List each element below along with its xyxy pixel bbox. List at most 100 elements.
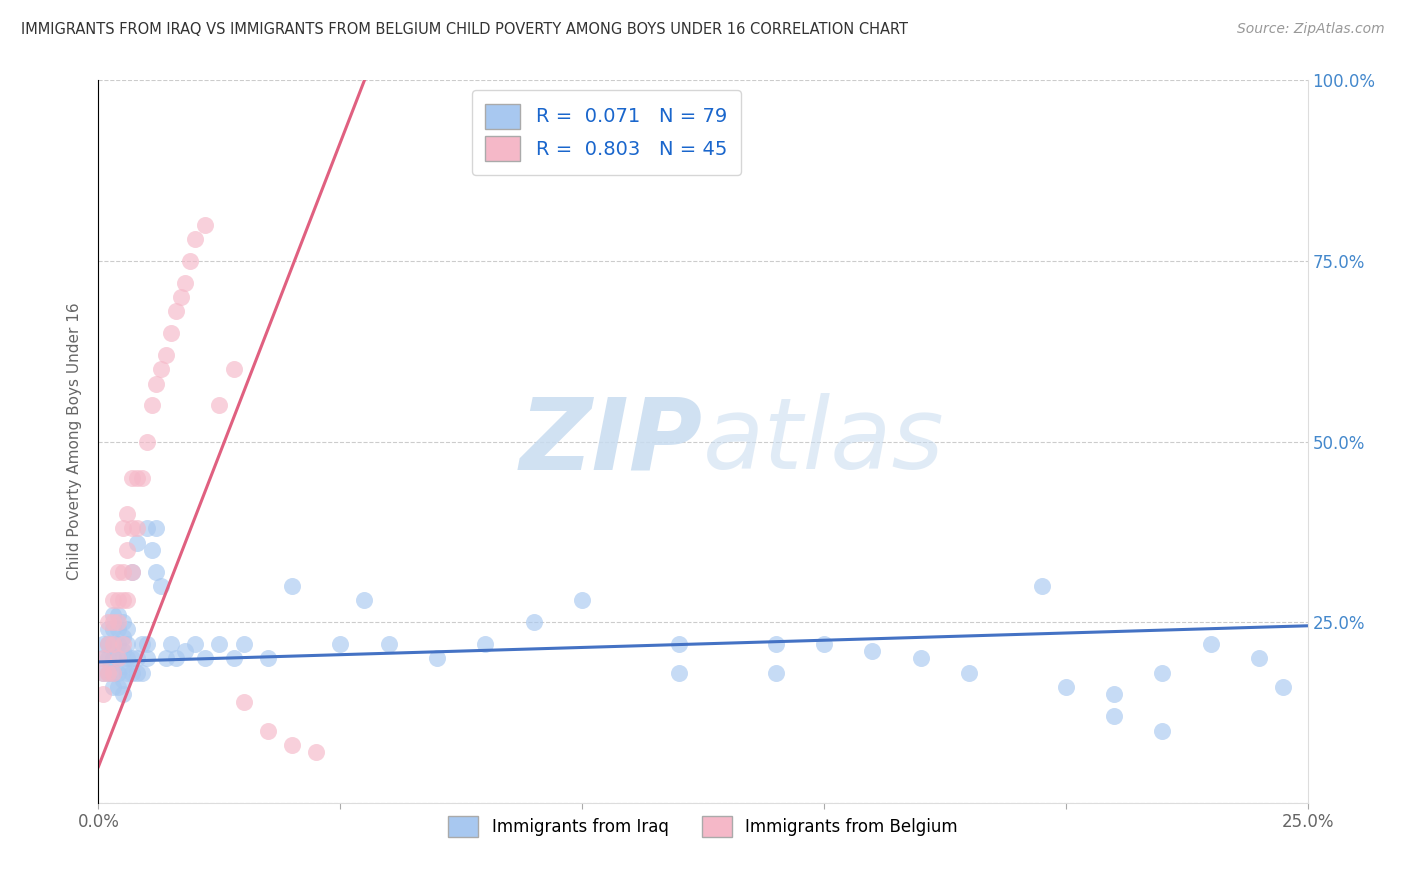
- Point: [91, 665, 114, 680]
- Point: [135, 521, 157, 535]
- Point: [97, 623, 120, 637]
- Point: [101, 593, 124, 607]
- Point: [145, 521, 167, 535]
- Point: [765, 637, 787, 651]
- Point: [910, 651, 932, 665]
- Point: [121, 665, 143, 680]
- Point: [117, 665, 139, 680]
- Point: [150, 579, 173, 593]
- Point: [117, 507, 139, 521]
- Point: [91, 637, 114, 651]
- Point: [179, 253, 201, 268]
- Point: [101, 665, 124, 680]
- Point: [232, 637, 254, 651]
- Point: [208, 637, 231, 651]
- Point: [111, 658, 134, 673]
- Point: [165, 304, 187, 318]
- Point: [97, 651, 120, 665]
- Point: [111, 521, 134, 535]
- Point: [107, 680, 129, 694]
- Point: [111, 630, 134, 644]
- Point: [97, 615, 120, 630]
- Point: [91, 651, 114, 665]
- Y-axis label: Child Poverty Among Boys Under 16: Child Poverty Among Boys Under 16: [67, 302, 83, 581]
- Point: [127, 665, 149, 680]
- Point: [111, 593, 134, 607]
- Point: [1249, 651, 1271, 665]
- Point: [117, 542, 139, 557]
- Point: [523, 615, 546, 630]
- Point: [131, 637, 153, 651]
- Point: [165, 651, 187, 665]
- Point: [281, 738, 304, 752]
- Text: ZIP: ZIP: [520, 393, 703, 490]
- Point: [329, 637, 352, 651]
- Point: [111, 673, 134, 687]
- Point: [353, 593, 375, 607]
- Point: [97, 665, 120, 680]
- Point: [127, 535, 149, 549]
- Text: IMMIGRANTS FROM IRAQ VS IMMIGRANTS FROM BELGIUM CHILD POVERTY AMONG BOYS UNDER 1: IMMIGRANTS FROM IRAQ VS IMMIGRANTS FROM …: [21, 22, 908, 37]
- Point: [1152, 665, 1174, 680]
- Point: [107, 651, 129, 665]
- Point: [101, 651, 124, 665]
- Point: [194, 218, 217, 232]
- Point: [208, 398, 231, 412]
- Point: [1102, 687, 1125, 701]
- Point: [107, 651, 129, 665]
- Point: [160, 637, 183, 651]
- Point: [426, 651, 449, 665]
- Point: [101, 637, 124, 651]
- Point: [194, 651, 217, 665]
- Point: [1199, 637, 1222, 651]
- Point: [91, 687, 114, 701]
- Point: [107, 565, 129, 579]
- Point: [117, 593, 139, 607]
- Point: [765, 665, 787, 680]
- Point: [305, 745, 328, 759]
- Point: [111, 615, 134, 630]
- Point: [127, 470, 149, 484]
- Point: [184, 232, 207, 246]
- Point: [232, 695, 254, 709]
- Point: [97, 665, 120, 680]
- Point: [813, 637, 835, 651]
- Point: [101, 637, 124, 651]
- Point: [117, 623, 139, 637]
- Point: [145, 565, 167, 579]
- Point: [1054, 680, 1077, 694]
- Point: [377, 637, 399, 651]
- Point: [571, 593, 593, 607]
- Point: [184, 637, 207, 651]
- Point: [155, 651, 177, 665]
- Point: [174, 276, 197, 290]
- Point: [117, 637, 139, 651]
- Point: [101, 665, 124, 680]
- Point: [281, 579, 304, 593]
- Point: [135, 651, 157, 665]
- Point: [101, 607, 124, 622]
- Point: [131, 470, 153, 484]
- Point: [111, 565, 134, 579]
- Point: [474, 637, 496, 651]
- Text: atlas: atlas: [703, 393, 945, 490]
- Point: [174, 644, 197, 658]
- Point: [155, 348, 177, 362]
- Point: [121, 651, 143, 665]
- Point: [101, 615, 124, 630]
- Point: [1272, 680, 1295, 694]
- Point: [222, 362, 245, 376]
- Point: [222, 651, 245, 665]
- Point: [121, 565, 143, 579]
- Point: [111, 687, 134, 701]
- Point: [1102, 709, 1125, 723]
- Point: [141, 542, 163, 557]
- Point: [117, 651, 139, 665]
- Point: [107, 623, 129, 637]
- Point: [97, 637, 120, 651]
- Point: [668, 665, 690, 680]
- Point: [169, 290, 191, 304]
- Point: [160, 326, 183, 340]
- Text: Source: ZipAtlas.com: Source: ZipAtlas.com: [1237, 22, 1385, 37]
- Point: [91, 651, 114, 665]
